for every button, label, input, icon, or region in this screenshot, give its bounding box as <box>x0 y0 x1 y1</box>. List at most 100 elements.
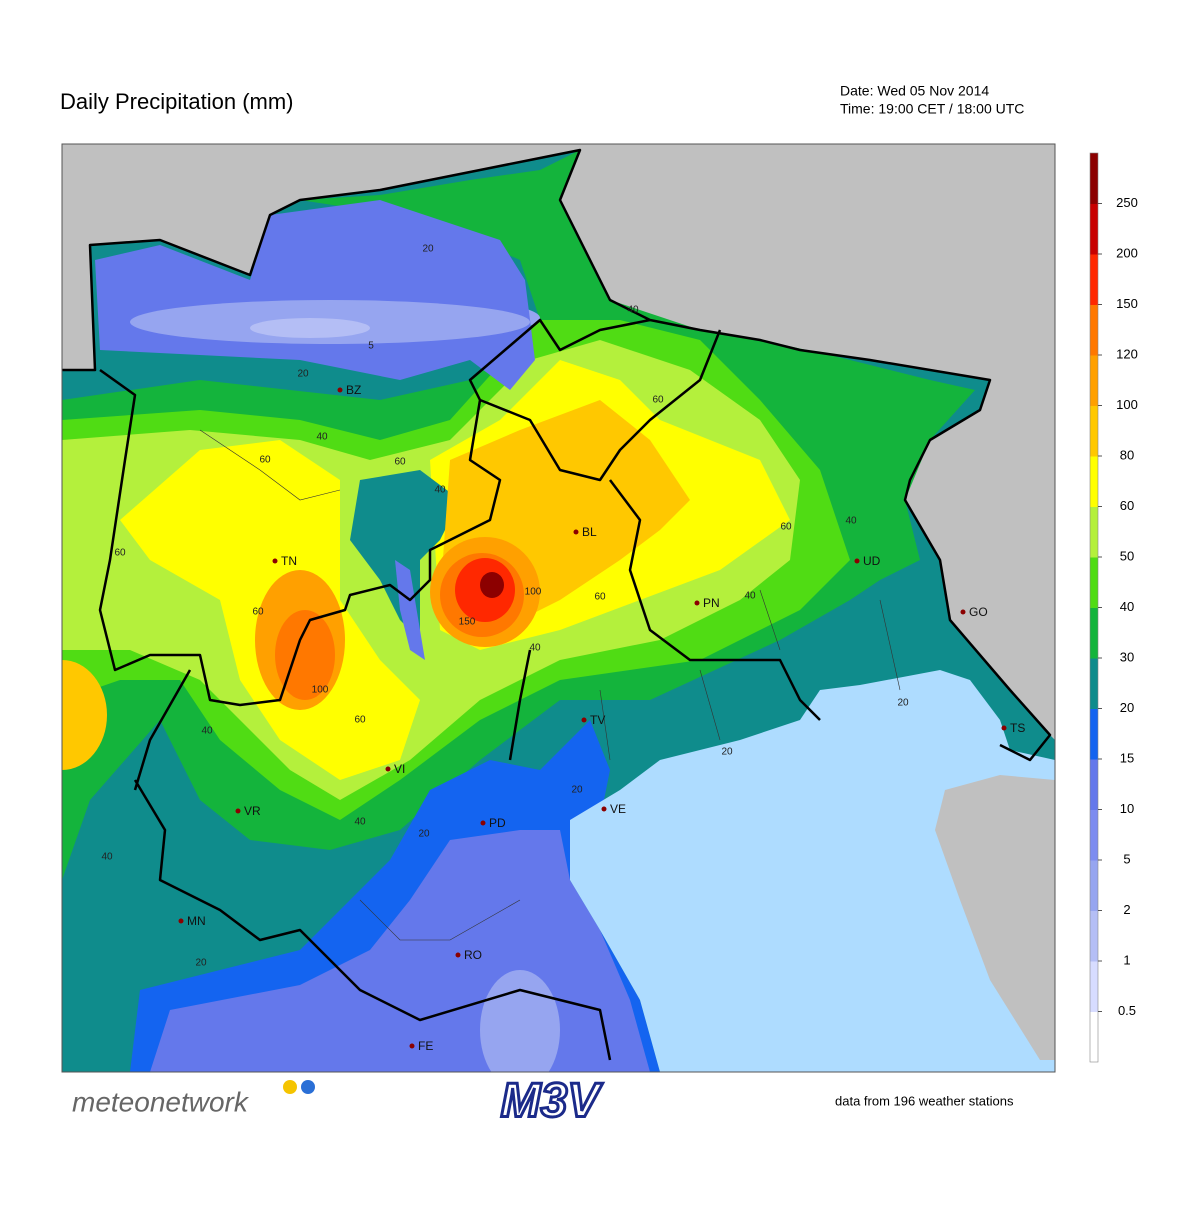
contour-label: 20 <box>418 829 430 840</box>
contour-label: 60 <box>652 395 664 406</box>
field-20-valley <box>350 470 460 640</box>
colorbar-tick-label: 250 <box>1116 195 1138 210</box>
colorbar-swatch <box>1090 405 1098 457</box>
city-dot <box>601 806 607 812</box>
city-dot <box>409 1043 415 1049</box>
colorbar-tick-label: 15 <box>1120 750 1134 765</box>
city-label: TV <box>590 713 605 727</box>
contour-label: 60 <box>114 548 126 559</box>
city-label: MN <box>187 914 206 928</box>
colorbar: 0.5 1 2 5 10 15 20 30 40 50 60 80 100 120 150 200 250 <box>1089 152 1138 1063</box>
city-dot <box>480 820 486 826</box>
logo-dot-yellow <box>283 1080 297 1094</box>
colorbar-tick-label: 60 <box>1120 498 1134 513</box>
title: Daily Precipitation (mm) <box>60 89 294 114</box>
contour-label: 40 <box>316 432 328 443</box>
city-label: FE <box>418 1039 433 1053</box>
city-dot <box>960 609 966 615</box>
colorbar-swatch <box>1090 355 1098 406</box>
contour-label: 40 <box>627 305 639 316</box>
colorbar-swatch <box>1090 557 1098 608</box>
contour-label: 60 <box>394 457 406 468</box>
contour-label: 60 <box>252 607 264 618</box>
date: Date: Wed 05 Nov 2014 <box>840 83 989 99</box>
colorbar-tick-label: 0.5 <box>1118 1003 1136 1018</box>
city-label: UD <box>863 554 881 568</box>
istria <box>935 775 1055 1060</box>
city-dot <box>235 808 241 814</box>
contour-label: 20 <box>195 958 207 969</box>
contour-label: 20 <box>297 369 309 380</box>
colorbar-tick-label: 50 <box>1120 548 1134 563</box>
colorbar-swatch <box>1090 708 1098 760</box>
colorbar-tick-label: 1 <box>1123 952 1130 967</box>
colorbar-tick-label: 80 <box>1120 447 1134 462</box>
city-dot <box>581 717 587 723</box>
city-dot <box>385 766 391 772</box>
city-label: VE <box>610 802 626 816</box>
contour-label: 60 <box>780 522 792 533</box>
field-10-north <box>95 200 535 390</box>
colorbar-tick-label: 100 <box>1116 397 1138 412</box>
colorbar-swatch <box>1090 506 1098 558</box>
field-2-north <box>250 318 370 338</box>
city-label: VR <box>244 804 261 818</box>
city-dot <box>573 529 579 535</box>
city-label: TN <box>281 554 297 568</box>
colorbar-swatch <box>1090 607 1098 659</box>
field-80-west <box>62 660 107 770</box>
contour-label: 5 <box>368 341 374 352</box>
colorbar-swatch <box>1090 153 1098 204</box>
field-10-valley <box>395 560 425 660</box>
colorbar-swatch <box>1090 304 1098 356</box>
contour-label: 20 <box>897 698 909 709</box>
colorbar-swatch <box>1090 759 1098 810</box>
field-120-tn <box>275 610 335 700</box>
contour-label: 40 <box>744 591 756 602</box>
colorbar-tick-label: 120 <box>1116 346 1138 361</box>
logo-left: meteonetwork <box>72 1086 250 1117</box>
map <box>62 144 1055 1072</box>
city-label: VI <box>394 762 405 776</box>
colorbar-swatch <box>1090 809 1098 861</box>
colorbar-tick-label: 2 <box>1123 902 1130 917</box>
field-250 <box>480 572 504 598</box>
contour-label: 100 <box>525 587 542 598</box>
city-label: BL <box>582 525 597 539</box>
province-lines <box>199 429 901 941</box>
colorbar-swatch <box>1090 203 1098 255</box>
colorbar-tick-label: 20 <box>1120 700 1134 715</box>
contour-label: 150 <box>459 617 476 628</box>
contour-label: 60 <box>259 455 271 466</box>
city-dot <box>694 600 700 606</box>
border-regions <box>98 318 821 1061</box>
time: Time: 19:00 CET / 18:00 UTC <box>840 101 1024 117</box>
city-dot <box>1001 725 1007 731</box>
city-dot <box>272 558 278 564</box>
map-frame <box>61 143 1056 1073</box>
colorbar-tick-label: 40 <box>1120 599 1134 614</box>
colorbar-tick-label: 30 <box>1120 649 1134 664</box>
colorbar-tick-label: 150 <box>1116 296 1138 311</box>
labels: BZ TN BL UD PN GO TV VI VR PD VE MN RO FE TS 20 5 20 40 60 6… <box>101 244 1025 1054</box>
colorbar-swatch <box>1090 961 1098 1012</box>
contour-label: 20 <box>422 244 434 255</box>
stations-note: data from 196 weather stations <box>835 1093 1014 1108</box>
contour-label: 40 <box>201 726 213 737</box>
colorbar-swatch <box>1090 456 1098 507</box>
logo-right: M3V <box>501 1075 604 1128</box>
contour-label: 20 <box>721 747 733 758</box>
border-north <box>62 148 1052 762</box>
city-label: TS <box>1010 721 1025 735</box>
contour-label: 40 <box>101 852 113 863</box>
contour-label: 60 <box>354 715 366 726</box>
logo-dot-blue <box>301 1080 315 1094</box>
city-label: RO <box>464 948 482 962</box>
contour-label: 40 <box>354 817 366 828</box>
city-dot <box>337 387 343 393</box>
colorbar-swatch <box>1090 910 1098 962</box>
city-label: PD <box>489 816 506 830</box>
colorbar-tick-label: 200 <box>1116 245 1138 260</box>
contour-label: 60 <box>594 592 606 603</box>
